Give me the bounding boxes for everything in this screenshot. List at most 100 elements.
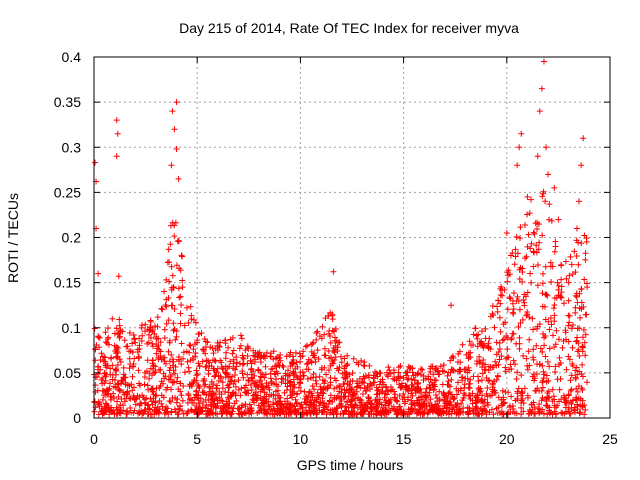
data-point [210,350,217,357]
data-point-outlier [115,273,122,280]
data-point [282,372,289,379]
data-point [151,323,158,330]
data-point-outlier [540,58,547,65]
data-point [130,394,137,401]
data-point [208,392,215,399]
data-point [493,405,500,412]
data-point [399,396,406,403]
data-point [262,371,269,378]
data-point [313,336,320,343]
data-point [498,287,505,294]
data-point [177,388,184,395]
data-point [416,387,423,394]
data-point [111,330,118,337]
data-point [97,366,104,373]
data-point [178,392,185,399]
data-point [170,327,177,334]
data-point [465,355,472,362]
data-point [469,400,476,407]
data-point [142,321,149,328]
data-point [540,368,547,375]
data-point [526,314,533,321]
data-point [505,267,512,274]
data-point [297,388,304,395]
data-point [273,401,280,408]
data-point [542,332,549,339]
data-point [331,375,338,382]
data-point [565,312,572,319]
data-point [169,362,176,369]
data-point [113,365,120,372]
data-point [573,252,580,259]
data-point [399,410,406,417]
data-point [319,364,326,371]
data-point [255,402,262,409]
data-point [542,396,549,403]
data-point [109,315,116,322]
data-point [126,355,133,362]
data-point [200,347,207,354]
data-point [496,340,503,347]
data-point [146,375,153,382]
data-point [118,377,125,384]
data-point [579,334,586,341]
data-point [504,346,511,353]
data-point [426,408,433,415]
data-point [286,372,293,379]
data-point [260,385,267,392]
data-point [141,399,148,406]
data-point [547,315,554,322]
data-point [236,345,243,352]
data-point [169,394,176,401]
data-point [296,350,303,357]
data-point [514,369,521,376]
data-point [355,382,362,389]
data-point [272,371,279,378]
data-point [302,395,309,402]
data-point [213,404,220,411]
data-point [420,400,427,407]
data-point [225,344,232,351]
data-point [425,376,432,383]
data-point [179,397,186,404]
data-point-outlier [168,162,175,169]
data-point [424,392,431,399]
data-point [143,368,150,375]
data-point [165,317,172,324]
data-point [321,402,328,409]
data-point [579,397,586,404]
data-point [165,348,172,355]
data-point [479,364,486,371]
data-point [171,233,178,240]
data-point [330,347,337,354]
data-point [361,380,368,387]
data-point [543,372,550,379]
data-point [439,381,446,388]
data-point [222,337,229,344]
data-point [179,284,186,291]
data-point-outlier [173,146,180,153]
data-point [486,335,493,342]
data-point [190,346,197,353]
data-point [160,394,167,401]
data-point [482,366,489,373]
data-point [578,240,585,247]
data-point [473,358,480,365]
data-point [92,388,99,395]
x-tick-label: 5 [193,431,201,447]
data-point [244,352,251,359]
data-point [181,322,188,329]
data-point [429,363,436,370]
data-point [208,407,215,414]
data-point [529,373,536,380]
data-point [168,409,175,416]
data-point [175,285,182,292]
data-point [155,342,162,349]
data-point [154,407,161,414]
data-point [472,325,479,332]
data-point [382,384,389,391]
data-point [579,344,586,351]
data-point [577,409,584,416]
data-point [350,355,357,362]
data-point [177,310,184,317]
